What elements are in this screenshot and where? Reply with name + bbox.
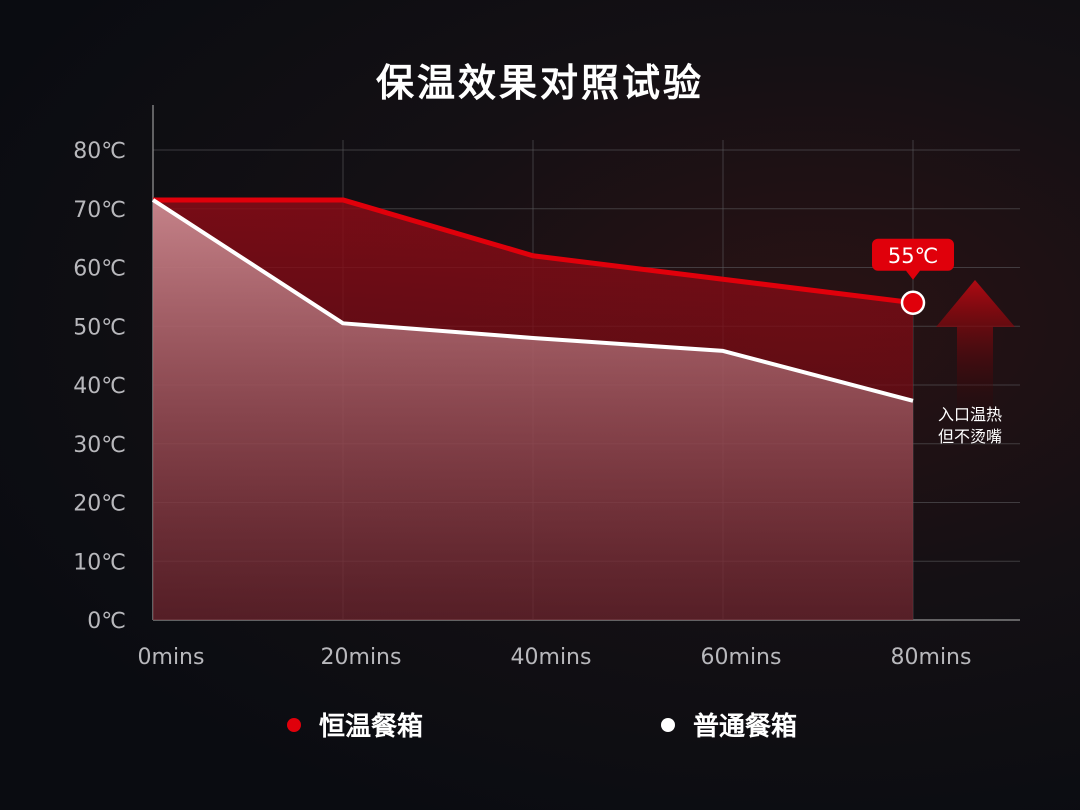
up-arrow-icon — [936, 280, 1015, 410]
legend-dot-red — [287, 717, 301, 732]
x-tick-label: 40mins — [511, 645, 592, 670]
x-tick-label: 0mins — [138, 645, 205, 670]
x-tick-label: 80mins — [891, 645, 972, 670]
chart-title: 保温效果对照试验 — [375, 61, 704, 105]
legend-item-normal-box: 普通餐箱 — [661, 706, 797, 743]
y-tick-label: 20℃ — [73, 492, 126, 517]
legend-dot-white — [661, 717, 675, 732]
value-callout-label: 55℃ — [888, 244, 938, 268]
y-tick-label: 30℃ — [73, 433, 126, 458]
y-tick-label: 80℃ — [73, 139, 126, 164]
note-line-1: 入口温热 — [938, 405, 1003, 424]
y-tick-label: 60℃ — [73, 257, 126, 282]
x-tick-label: 20mins — [321, 645, 402, 670]
legend-label: 恒温餐箱 — [319, 712, 424, 742]
legend-item-insulated-box: 恒温餐箱 — [287, 706, 423, 743]
legend-label: 普通餐箱 — [693, 712, 798, 742]
y-tick-label: 10℃ — [73, 550, 126, 575]
value-callout — [872, 238, 954, 280]
note-line-2: 但不烫嘴 — [938, 427, 1003, 446]
y-tick-label: 0℃ — [87, 609, 126, 634]
x-tick-label: 60mins — [701, 645, 782, 670]
y-tick-label: 70℃ — [73, 198, 126, 223]
y-tick-label: 50℃ — [73, 315, 126, 340]
y-tick-label: 40℃ — [73, 374, 126, 399]
series-area-1 — [153, 199, 913, 620]
annotation-note: 入口温热 但不烫嘴 — [938, 404, 1002, 448]
highlight-point — [900, 290, 926, 315]
